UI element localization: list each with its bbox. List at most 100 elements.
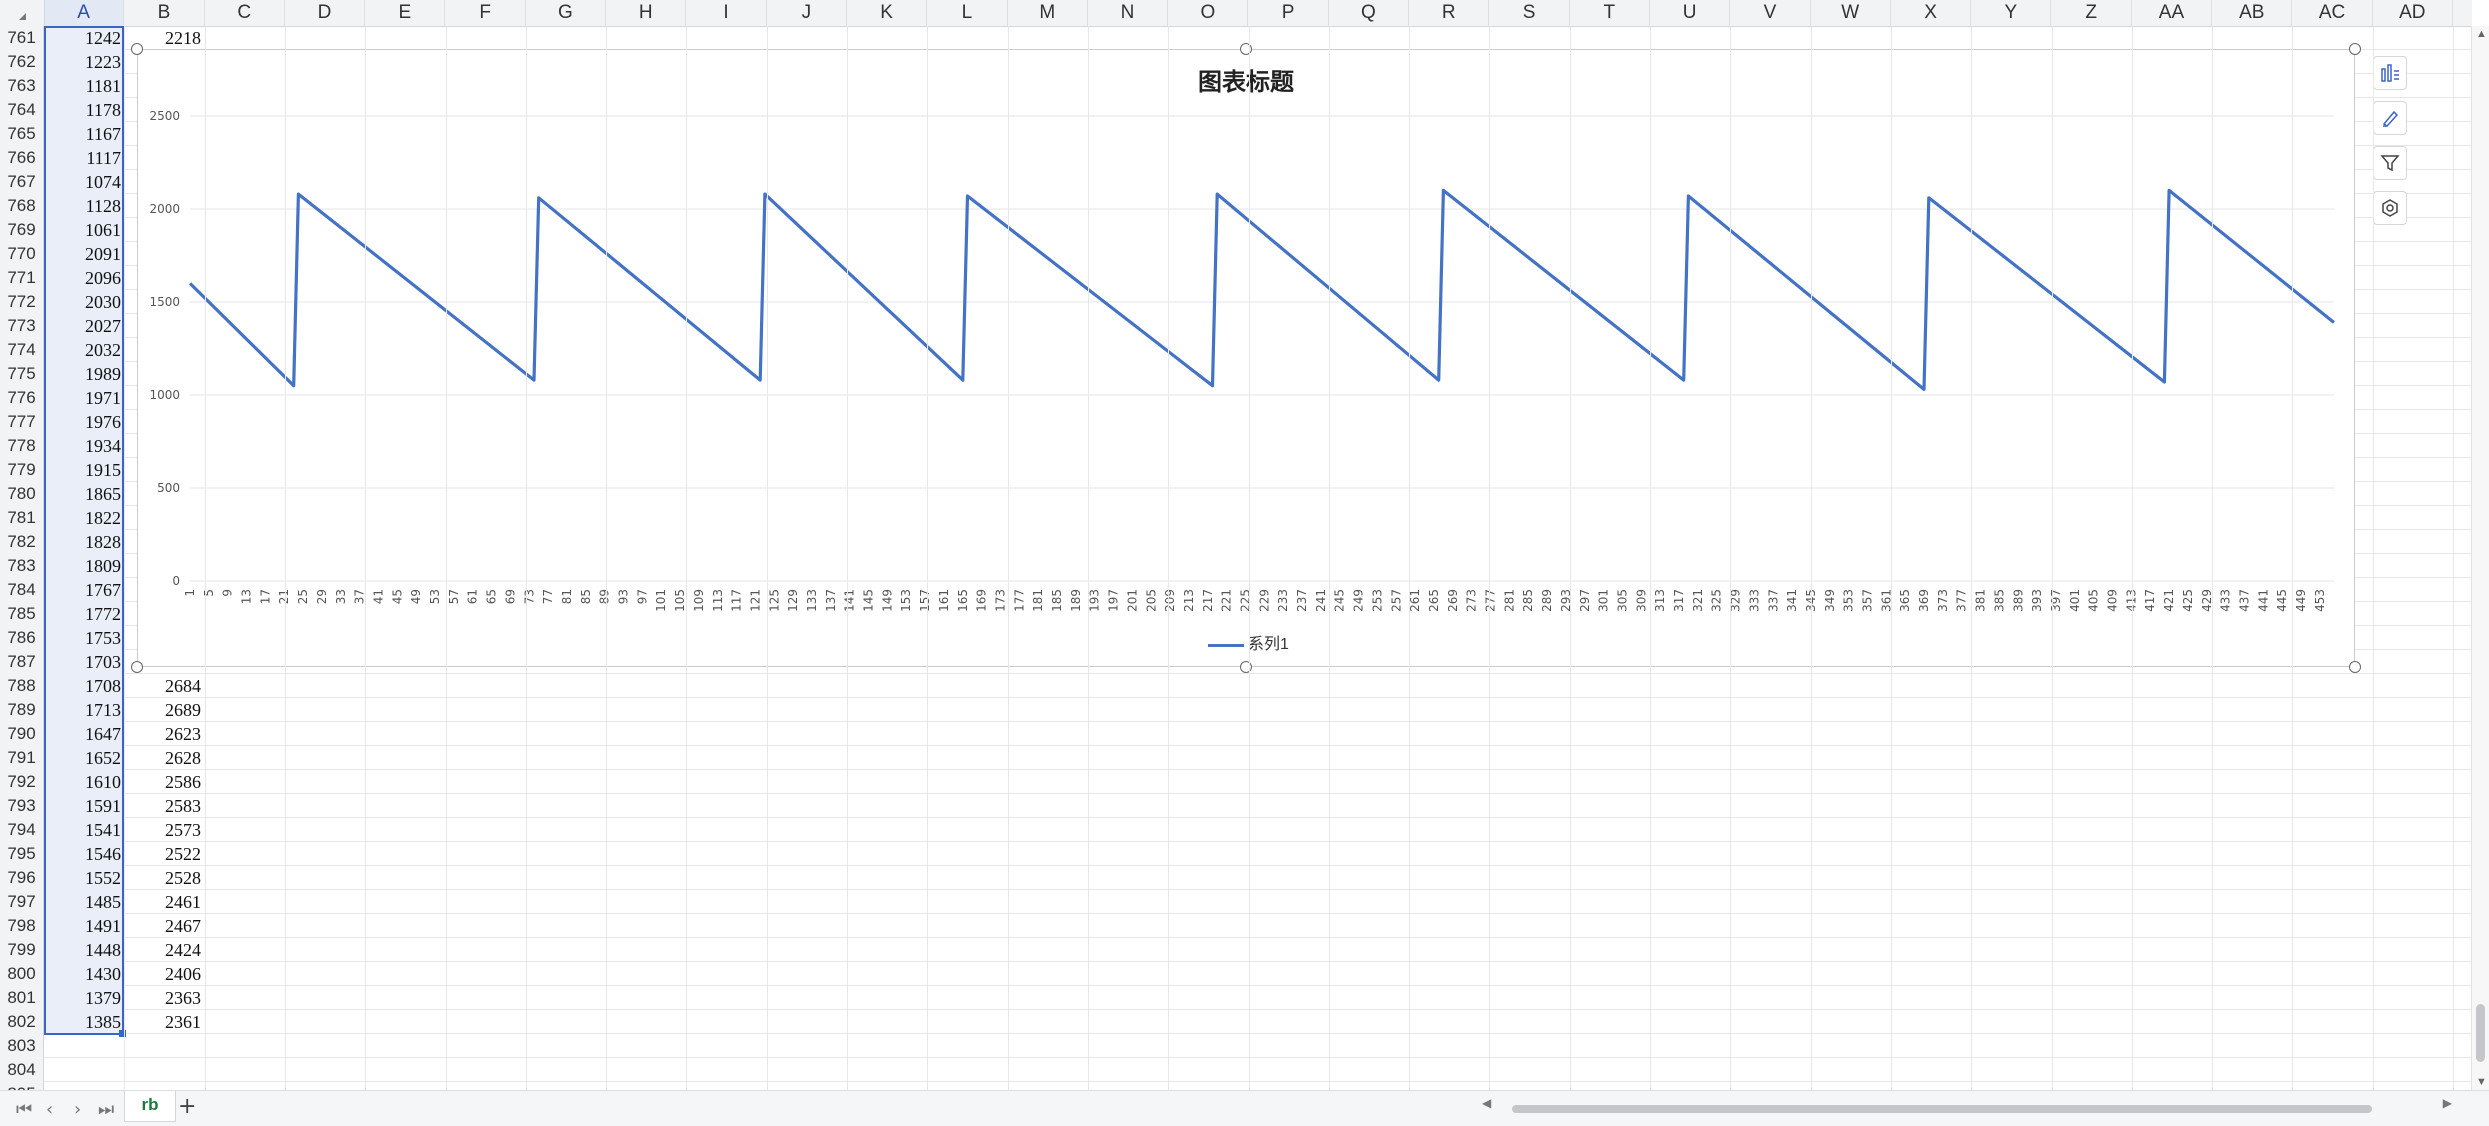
cell-a[interactable]: 1181	[44, 74, 124, 98]
chart-elements-icon[interactable]	[2373, 56, 2407, 90]
row-header[interactable]: 799	[0, 938, 44, 962]
row-header[interactable]: 776	[0, 386, 44, 410]
row-header[interactable]: 774	[0, 338, 44, 362]
column-header-e[interactable]: E	[365, 0, 446, 26]
column-header-g[interactable]: G	[526, 0, 607, 26]
cell-b[interactable]: 2623	[165, 724, 201, 744]
row-header[interactable]: 796	[0, 866, 44, 890]
row-header[interactable]: 763	[0, 74, 44, 98]
cell-a[interactable]: 1708	[44, 674, 124, 698]
cell-a[interactable]: 1976	[44, 410, 124, 434]
cell-a[interactable]: 1647	[44, 722, 124, 746]
cell-b[interactable]: 2218	[165, 28, 201, 48]
cell-a[interactable]: 2032	[44, 338, 124, 362]
cell-b[interactable]: 2684	[165, 676, 201, 696]
column-header-l[interactable]: L	[927, 0, 1008, 26]
horizontal-scrollbar[interactable]: ◀ ▶	[1472, 1096, 2452, 1117]
column-header-v[interactable]: V	[1730, 0, 1811, 26]
next-sheet-icon[interactable]: ›	[74, 1099, 82, 1120]
cell-a[interactable]: 1385	[44, 1010, 124, 1034]
scroll-down-icon[interactable]: ▼	[2476, 1076, 2487, 1088]
column-header-h[interactable]: H	[606, 0, 687, 26]
cell-a[interactable]: 1652	[44, 746, 124, 770]
cell-a[interactable]: 1989	[44, 362, 124, 386]
row-header[interactable]: 788	[0, 674, 44, 698]
cell-b[interactable]: 2573	[165, 820, 201, 840]
row-header[interactable]: 785	[0, 602, 44, 626]
column-header-a[interactable]: A	[44, 0, 125, 26]
row-header[interactable]: 778	[0, 434, 44, 458]
prev-sheet-icon[interactable]: ‹	[46, 1099, 54, 1120]
series-line[interactable]	[188, 188, 2336, 391]
chart-legend[interactable]: 系列1	[1208, 630, 1289, 654]
cell-a[interactable]: 1591	[44, 794, 124, 818]
fill-handle[interactable]	[119, 1030, 126, 1037]
line-chart[interactable]: 图表标题 05001000150020002500159131721252933…	[131, 43, 2361, 673]
row-header[interactable]: 777	[0, 410, 44, 434]
row-header[interactable]: 804	[0, 1058, 44, 1082]
cell-b[interactable]: 2528	[165, 868, 201, 888]
column-header-o[interactable]: O	[1168, 0, 1249, 26]
cell-a[interactable]: 1971	[44, 386, 124, 410]
column-header-m[interactable]: M	[1008, 0, 1088, 26]
column-header-t[interactable]: T	[1570, 0, 1650, 26]
cell-b[interactable]: 2363	[165, 988, 201, 1008]
column-header-n[interactable]: N	[1088, 0, 1169, 26]
column-header-ad[interactable]: AD	[2373, 0, 2453, 26]
column-header-ab[interactable]: AB	[2212, 0, 2293, 26]
resize-handle[interactable]	[2349, 661, 2361, 673]
first-sheet-icon[interactable]: ⏮	[16, 1099, 33, 1120]
cell-a[interactable]: 2030	[44, 290, 124, 314]
cell-a[interactable]: 1128	[44, 194, 124, 218]
row-header[interactable]: 762	[0, 50, 44, 74]
row-header[interactable]: 764	[0, 98, 44, 122]
row-header[interactable]: 775	[0, 362, 44, 386]
cell-b[interactable]: 2361	[165, 1012, 201, 1032]
horizontal-scroll-thumb[interactable]	[1512, 1105, 2372, 1113]
column-header-f[interactable]: F	[446, 0, 526, 26]
cell-b[interactable]: 2689	[165, 700, 201, 720]
cell-a[interactable]: 1767	[44, 578, 124, 602]
column-header-w[interactable]: W	[1811, 0, 1891, 26]
cell-a[interactable]: 1117	[44, 146, 124, 170]
row-header[interactable]: 798	[0, 914, 44, 938]
row-header[interactable]: 794	[0, 818, 44, 842]
row-header[interactable]: 803	[0, 1034, 44, 1058]
resize-handle[interactable]	[1240, 43, 1252, 55]
column-header-k[interactable]: K	[847, 0, 928, 26]
row-header[interactable]: 780	[0, 482, 44, 506]
resize-handle[interactable]	[2349, 43, 2361, 55]
cell-a[interactable]: 1610	[44, 770, 124, 794]
row-header[interactable]: 761	[0, 26, 44, 50]
row-header[interactable]: 790	[0, 722, 44, 746]
cell-a[interactable]: 1167	[44, 122, 124, 146]
column-header-s[interactable]: S	[1489, 0, 1570, 26]
column-header-aa[interactable]: AA	[2132, 0, 2213, 26]
cell-a[interactable]: 1703	[44, 650, 124, 674]
column-header-j[interactable]: J	[767, 0, 847, 26]
column-header-b[interactable]: B	[124, 0, 205, 26]
cell-a[interactable]: 1178	[44, 98, 124, 122]
row-header[interactable]: 771	[0, 266, 44, 290]
column-header-u[interactable]: U	[1650, 0, 1731, 26]
cell-a[interactable]: 1865	[44, 482, 124, 506]
row-header[interactable]: 792	[0, 770, 44, 794]
row-header[interactable]: 789	[0, 698, 44, 722]
scroll-left-icon[interactable]: ◀	[1482, 1096, 1492, 1110]
cell-a[interactable]: 1772	[44, 602, 124, 626]
chart-settings-icon[interactable]	[2373, 191, 2407, 225]
row-header[interactable]: 768	[0, 194, 44, 218]
cell-a[interactable]: 1809	[44, 554, 124, 578]
row-header[interactable]: 773	[0, 314, 44, 338]
cell-a[interactable]: 2091	[44, 242, 124, 266]
column-header-ac[interactable]: AC	[2292, 0, 2373, 26]
cell-b[interactable]: 2461	[165, 892, 201, 912]
column-header-z[interactable]: Z	[2052, 0, 2132, 26]
select-all-corner[interactable]	[0, 0, 45, 26]
column-header-p[interactable]: P	[1249, 0, 1329, 26]
row-header[interactable]: 805	[0, 1082, 44, 1090]
cell-b[interactable]: 2586	[165, 772, 201, 792]
cell-b[interactable]: 2424	[165, 940, 201, 960]
row-header[interactable]: 797	[0, 890, 44, 914]
resize-handle[interactable]	[131, 43, 143, 55]
